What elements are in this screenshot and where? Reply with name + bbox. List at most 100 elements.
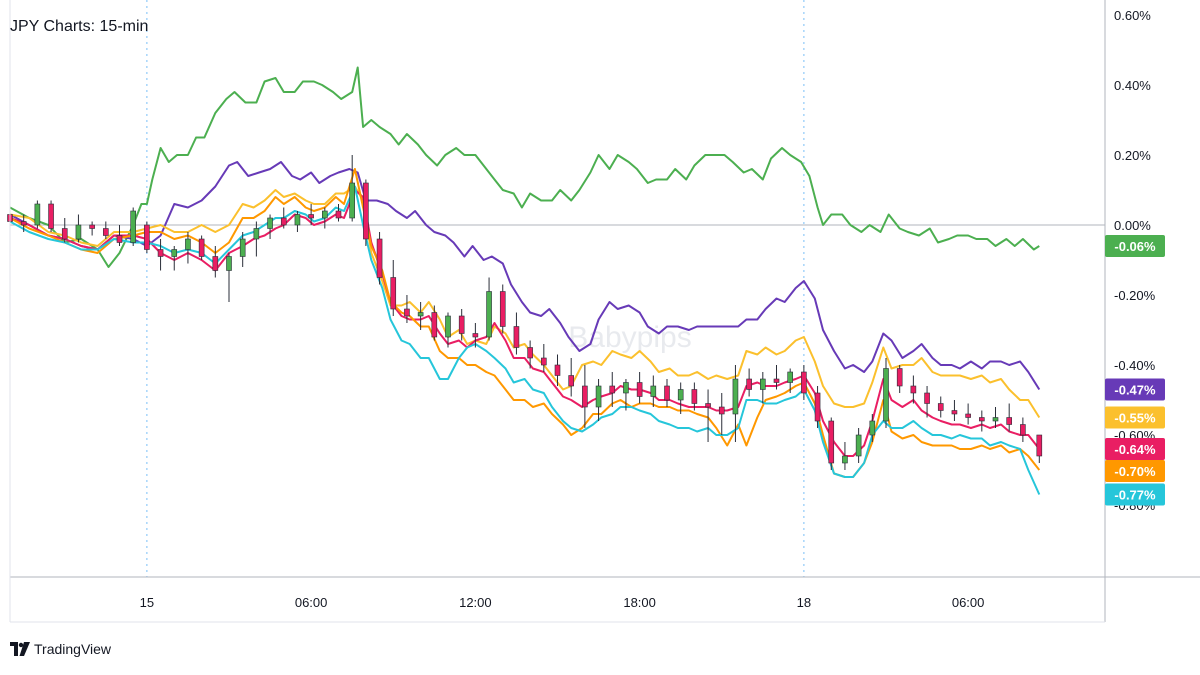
x-tick-label: 15 [140, 595, 154, 610]
candle [171, 246, 178, 271]
candle [705, 389, 711, 442]
candle [472, 323, 479, 348]
candle [144, 221, 150, 253]
candle [198, 235, 205, 260]
candle [650, 375, 657, 407]
last-value-badge: -0.06% [1105, 235, 1165, 257]
candle [89, 221, 95, 236]
candle [582, 365, 588, 428]
series-line-4 [9, 168, 1041, 478]
candle [130, 207, 136, 246]
candle [855, 428, 862, 463]
candle [34, 200, 41, 229]
candle [376, 232, 383, 285]
svg-text:-0.64%: -0.64% [1114, 442, 1156, 457]
candle [609, 372, 616, 407]
candle [965, 403, 971, 425]
candle [1006, 403, 1012, 432]
candle [541, 344, 547, 372]
series-line-0 [9, 66, 1040, 268]
svg-text:-0.06%: -0.06% [1114, 239, 1156, 254]
candle [664, 379, 670, 407]
candle [718, 393, 725, 435]
x-tick-label: 18:00 [623, 595, 656, 610]
candle [801, 365, 807, 400]
svg-text:-0.47%: -0.47% [1114, 383, 1156, 398]
candle [691, 382, 698, 411]
candle [335, 204, 342, 222]
candle [75, 214, 82, 243]
candle [842, 442, 848, 470]
candle [568, 358, 574, 397]
brand-name: TradingView [34, 641, 112, 657]
candle [910, 375, 917, 404]
last-value-badge: -0.70% [1105, 460, 1165, 482]
candle [349, 155, 355, 222]
candle [390, 260, 397, 316]
candle [253, 221, 260, 257]
candle [103, 221, 109, 239]
candle [1020, 417, 1026, 442]
candle [185, 232, 191, 264]
candle [527, 340, 533, 369]
x-tick-label: 18 [797, 595, 811, 610]
candle [1036, 434, 1043, 463]
last-value-badge: -0.55% [1105, 406, 1165, 429]
y-axis[interactable]: 0.60%0.40%0.20%0.00%-0.20%-0.40%-0.60%-0… [1114, 8, 1156, 513]
candle [814, 386, 821, 428]
last-value-badge: -0.64% [1105, 438, 1165, 460]
series-lines [9, 66, 1041, 495]
candle [48, 200, 54, 232]
candle [116, 225, 123, 246]
candle [226, 253, 232, 302]
candle [458, 309, 465, 341]
svg-text:-0.70%: -0.70% [1114, 464, 1156, 479]
candle [951, 400, 958, 421]
candle [212, 246, 219, 278]
x-tick-label: 06:00 [295, 595, 328, 610]
candle [363, 179, 369, 246]
candle [267, 214, 273, 239]
candle [883, 358, 889, 428]
candle [773, 365, 780, 390]
svg-text:-0.77%: -0.77% [1114, 488, 1156, 503]
candle [869, 414, 876, 442]
candle [924, 386, 930, 418]
tradingview-logo-icon [10, 642, 30, 656]
candle [896, 365, 903, 393]
candle [992, 407, 999, 428]
candle [554, 354, 561, 386]
candle [445, 312, 451, 348]
candle [828, 417, 835, 470]
day-separators [146, 0, 805, 577]
svg-text:-0.55%: -0.55% [1114, 411, 1156, 426]
candle [787, 368, 793, 393]
candle [746, 368, 752, 397]
candle [404, 295, 410, 323]
candle [979, 410, 985, 432]
last-value-badge: -0.77% [1105, 483, 1165, 506]
candle [61, 218, 68, 243]
tradingview-brand[interactable]: TradingView [10, 641, 111, 657]
candle [499, 284, 506, 334]
candle [20, 214, 27, 232]
candle [294, 211, 301, 232]
last-value-badge: -0.47% [1105, 378, 1165, 401]
candle [760, 372, 766, 404]
candle [486, 277, 492, 341]
candle [937, 396, 944, 418]
last-value-labels: -0.06% -0.47% -0.55% -0.64% -0.70% -0.77% [1105, 235, 1165, 506]
candle [636, 372, 643, 404]
y-tick-label: 0.60% [1114, 8, 1151, 23]
candle [417, 302, 424, 330]
candle [623, 379, 629, 411]
x-axis[interactable]: 15 06:00 12:00 18:00 18 06:00 [140, 595, 985, 610]
y-tick-label: -0.40% [1114, 358, 1156, 373]
candle [157, 239, 164, 271]
candle [280, 207, 287, 229]
candle [513, 312, 520, 355]
candle [431, 305, 438, 341]
series-line-2 [9, 185, 1041, 419]
candle [239, 232, 246, 267]
